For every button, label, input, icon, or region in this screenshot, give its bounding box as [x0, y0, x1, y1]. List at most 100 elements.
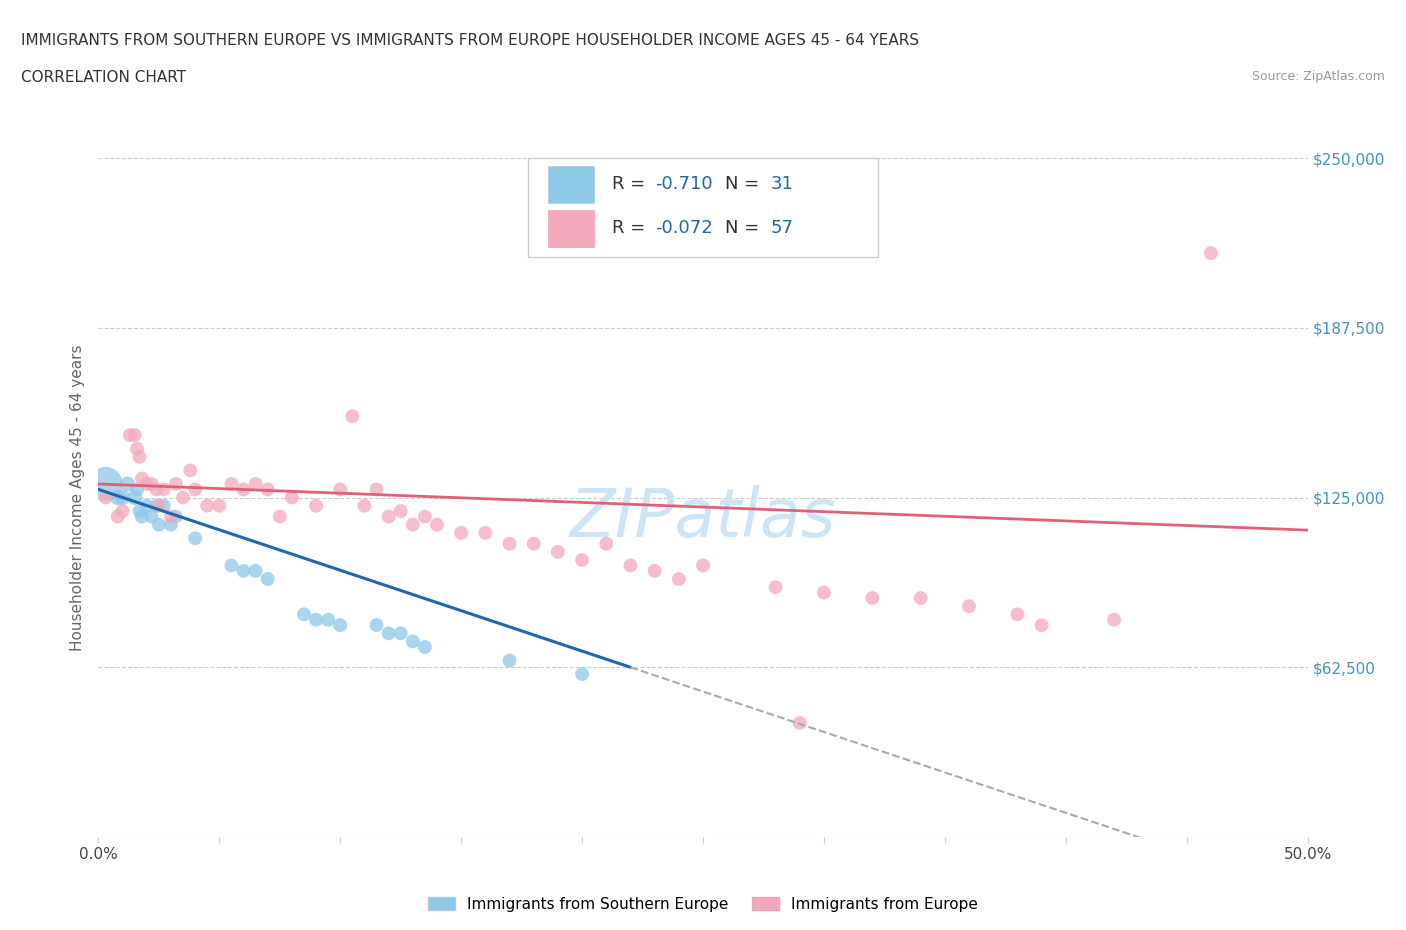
Point — [765, 579, 787, 594]
Point — [957, 599, 980, 614]
Point — [413, 640, 436, 655]
Point — [128, 449, 150, 464]
Point — [124, 490, 146, 505]
Point — [316, 612, 339, 627]
Point — [131, 472, 153, 486]
Point — [595, 537, 617, 551]
FancyBboxPatch shape — [527, 158, 879, 257]
Text: R =: R = — [613, 175, 651, 193]
Point — [118, 428, 141, 443]
Point — [281, 490, 304, 505]
Point — [124, 428, 146, 443]
Point — [165, 509, 187, 524]
Text: IMMIGRANTS FROM SOUTHERN EUROPE VS IMMIGRANTS FROM EUROPE HOUSEHOLDER INCOME AGE: IMMIGRANTS FROM SOUTHERN EUROPE VS IMMIG… — [21, 33, 920, 47]
Point — [402, 517, 425, 532]
Point — [184, 482, 207, 497]
Point — [342, 408, 364, 423]
Point — [1007, 607, 1029, 622]
Point — [571, 552, 593, 567]
Point — [195, 498, 218, 513]
Point — [377, 509, 399, 524]
Point — [128, 504, 150, 519]
FancyBboxPatch shape — [548, 166, 595, 203]
Point — [117, 476, 139, 491]
Text: -0.710: -0.710 — [655, 175, 713, 193]
Point — [366, 482, 388, 497]
Point — [148, 498, 170, 513]
Point — [329, 618, 352, 632]
Point — [644, 564, 666, 578]
Point — [377, 626, 399, 641]
Text: R =: R = — [613, 219, 651, 237]
Y-axis label: Householder Income Ages 45 - 64 years: Householder Income Ages 45 - 64 years — [70, 344, 86, 651]
Point — [131, 509, 153, 524]
Point — [152, 498, 174, 513]
Point — [366, 618, 388, 632]
Point — [94, 476, 117, 491]
Point — [141, 509, 163, 524]
Point — [135, 476, 157, 491]
Point — [813, 585, 835, 600]
Point — [474, 525, 496, 540]
Point — [498, 653, 520, 668]
Text: Source: ZipAtlas.com: Source: ZipAtlas.com — [1251, 70, 1385, 83]
Point — [305, 612, 328, 627]
Legend: Immigrants from Southern Europe, Immigrants from Europe: Immigrants from Southern Europe, Immigra… — [422, 890, 984, 918]
Text: -0.072: -0.072 — [655, 219, 713, 237]
Point — [292, 607, 315, 622]
Point — [107, 490, 129, 505]
Point — [910, 591, 932, 605]
Point — [111, 490, 134, 505]
Point — [165, 476, 187, 491]
Point — [208, 498, 231, 513]
Text: 57: 57 — [770, 219, 794, 237]
Point — [413, 509, 436, 524]
Point — [107, 509, 129, 524]
Point — [692, 558, 714, 573]
Point — [353, 498, 375, 513]
Point — [860, 591, 883, 605]
Point — [172, 490, 194, 505]
Point — [619, 558, 641, 573]
Point — [329, 482, 352, 497]
Point — [498, 537, 520, 551]
Point — [221, 476, 243, 491]
Point — [148, 517, 170, 532]
Point — [245, 564, 267, 578]
Text: CORRELATION CHART: CORRELATION CHART — [21, 70, 186, 85]
Point — [1102, 612, 1125, 627]
Text: N =: N = — [724, 219, 765, 237]
Point — [179, 463, 201, 478]
Point — [145, 482, 167, 497]
Point — [141, 476, 163, 491]
Point — [1199, 246, 1222, 260]
Point — [94, 490, 117, 505]
Point — [152, 482, 174, 497]
Point — [135, 498, 157, 513]
Text: N =: N = — [724, 175, 765, 193]
Text: ZIPatlas: ZIPatlas — [569, 485, 837, 551]
Point — [389, 504, 412, 519]
Point — [426, 517, 449, 532]
Point — [547, 544, 569, 559]
Point — [232, 564, 254, 578]
Point — [668, 572, 690, 587]
Point — [256, 482, 278, 497]
Point — [232, 482, 254, 497]
Point — [523, 537, 546, 551]
Point — [402, 634, 425, 649]
Text: 31: 31 — [770, 175, 793, 193]
Point — [160, 517, 183, 532]
Point — [221, 558, 243, 573]
Point — [111, 504, 134, 519]
FancyBboxPatch shape — [548, 209, 595, 247]
Point — [789, 715, 811, 730]
Point — [1031, 618, 1053, 632]
Point — [305, 498, 328, 513]
Point — [571, 667, 593, 682]
Point — [389, 626, 412, 641]
Point — [256, 572, 278, 587]
Point — [127, 482, 149, 497]
Point — [245, 476, 267, 491]
Point — [184, 531, 207, 546]
